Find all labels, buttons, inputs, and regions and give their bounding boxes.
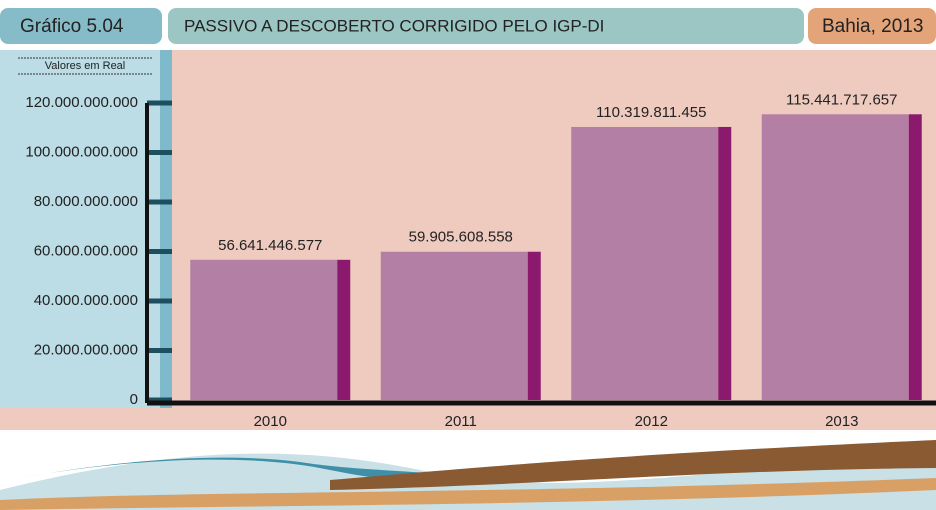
y-tick-label: 40.000.000.000 — [34, 292, 138, 309]
y-tick-label: 20.000.000.000 — [34, 341, 138, 358]
value-label: 115.441.717.657 — [786, 91, 898, 108]
value-label: 56.641.446.577 — [218, 237, 322, 254]
bar-edge — [337, 260, 350, 400]
bar — [381, 252, 528, 400]
chart-subtitle: Bahia, 2013 — [822, 16, 923, 37]
bar-edge — [909, 114, 922, 400]
y-tick-label: 120.000.000.000 — [25, 94, 138, 111]
bar-edge — [718, 127, 731, 400]
value-label: 59.905.608.558 — [409, 229, 513, 246]
x-tick-label: 2012 — [635, 413, 668, 430]
x-tick-label: 2010 — [254, 413, 287, 430]
bar — [762, 114, 909, 400]
y-axis-label: Valores em Real — [45, 60, 126, 72]
chart-label: Gráfico 5.04 — [20, 16, 124, 37]
x-tick-label: 2013 — [825, 413, 858, 430]
bar — [571, 127, 718, 400]
y-tick-label: 60.000.000.000 — [34, 242, 138, 259]
chart: Gráfico 5.04 PASSIVO A DESCOBERTO CORRIG… — [0, 0, 936, 510]
y-tick-label: 80.000.000.000 — [34, 193, 138, 210]
bar-edge — [528, 252, 541, 400]
x-tick-label: 2011 — [445, 413, 477, 430]
y-tick-label: 0 — [130, 391, 138, 408]
bar — [190, 260, 337, 400]
value-label: 110.319.811.455 — [596, 104, 706, 121]
y-tick-label: 100.000.000.000 — [25, 143, 138, 160]
chart-title: PASSIVO A DESCOBERTO CORRIGIDO PELO IGP-… — [184, 16, 604, 35]
